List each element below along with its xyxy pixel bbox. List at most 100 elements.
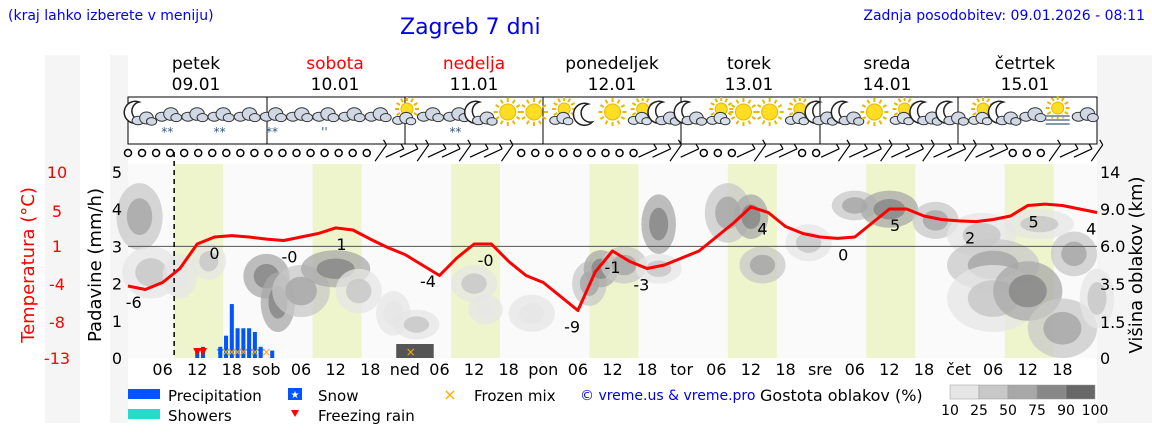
precip-tick-label: 3 xyxy=(112,237,122,256)
cloud-patch-core xyxy=(795,232,822,253)
sun-ray xyxy=(515,116,521,120)
sun-icon xyxy=(519,98,548,126)
temperature-tick-label: -13 xyxy=(44,349,70,368)
sun-ray xyxy=(882,116,888,120)
x-tick-label: 12 xyxy=(1018,360,1038,379)
calm-wind-icon xyxy=(811,148,821,158)
barb-flag xyxy=(751,143,756,150)
cloud-density-label: Gostota oblakov (%) xyxy=(760,386,923,405)
menu-note[interactable]: (kraj lahko izberete v meniju) xyxy=(8,8,214,24)
sun-icon xyxy=(755,98,784,126)
axes: 06 12 18 sob 06 12 18 ned 06 12 18 pon 06 12 18 tor 06 12… xyxy=(18,163,1147,379)
cloud-icon xyxy=(364,107,392,123)
calm-circle xyxy=(236,148,245,158)
sun-ray xyxy=(861,116,867,120)
barb-flag xyxy=(667,143,672,150)
day-date: 09.01 xyxy=(172,75,221,95)
night-cloud-icon xyxy=(463,100,498,126)
calm-wind-icon xyxy=(615,148,624,158)
sun-disc xyxy=(525,103,543,121)
temperature-tick-label: -8 xyxy=(49,313,65,332)
sun-ray xyxy=(645,98,650,103)
sun-ray xyxy=(616,99,621,104)
sun-ray xyxy=(620,116,626,120)
sun-ray xyxy=(553,112,558,116)
wind-barb-icon xyxy=(1048,139,1062,162)
cloud-icon xyxy=(1019,107,1047,123)
x-tick-label: 12 xyxy=(741,360,761,379)
temperature-label: -6 xyxy=(126,293,142,312)
barb-flag xyxy=(414,143,419,150)
calm-wind-icon xyxy=(193,148,203,158)
sun-ray xyxy=(495,116,500,120)
barb-flag xyxy=(467,139,472,146)
calm-circle xyxy=(699,148,709,158)
sun-ray xyxy=(714,98,719,103)
sun-ray xyxy=(735,120,740,125)
temperature-tick-label: 10 xyxy=(47,163,67,182)
sun-ray xyxy=(567,98,571,103)
barb-flag xyxy=(779,143,784,150)
left-gutter xyxy=(45,55,80,423)
sun-ray xyxy=(604,120,609,125)
sun-ray xyxy=(604,99,609,104)
sun-ray xyxy=(893,112,899,116)
calm-circle xyxy=(797,148,807,158)
day-name: sreda xyxy=(863,54,910,74)
wind-barb-icon xyxy=(989,143,1009,158)
x-tick-label: 12 xyxy=(879,360,899,379)
x-tick-label: čet xyxy=(946,360,971,379)
calm-circle xyxy=(559,148,568,158)
sun-icon xyxy=(598,98,627,126)
sun-ray xyxy=(521,116,526,120)
snow-indicator: ** xyxy=(161,125,173,139)
calm-circle xyxy=(531,148,540,158)
cloud-patch-core xyxy=(649,207,669,241)
legend-swatch xyxy=(128,389,160,399)
x-tick-label: 18 xyxy=(498,360,518,379)
sun-ray xyxy=(878,99,883,104)
barb-shaft xyxy=(989,148,1009,158)
left-margin xyxy=(110,55,128,423)
credit-link[interactable]: © vreme.us & vreme.pro xyxy=(580,388,756,404)
legend-swatch xyxy=(128,409,160,419)
temperature-label: -3 xyxy=(633,276,649,295)
cloud-puff xyxy=(379,113,392,123)
wind-barb-icon xyxy=(399,143,419,158)
temperature-label: 0 xyxy=(209,244,219,263)
page-title: Zagreb 7 dni xyxy=(400,15,541,40)
cloud-snow-icon xyxy=(181,107,209,123)
barb-shaft xyxy=(933,148,952,158)
precip-bar xyxy=(247,328,252,358)
calm-wind-icon xyxy=(545,148,554,158)
calm-circle xyxy=(587,148,596,158)
cloud-patch-core xyxy=(170,263,190,289)
daylight-band xyxy=(451,164,501,358)
sun-ray xyxy=(773,99,778,104)
legend-precipitation: Precipitation xyxy=(128,387,262,405)
calm-circle xyxy=(348,148,357,158)
precip-tick-label: 1 xyxy=(112,312,122,331)
night-cloud-icon xyxy=(804,100,839,126)
barb-shaft xyxy=(483,148,503,158)
sun-ray xyxy=(757,104,762,108)
barb-shaft xyxy=(736,148,756,158)
cloud-patch-core xyxy=(1020,215,1059,233)
wind-barb-icon xyxy=(385,143,405,158)
calm-circle xyxy=(334,148,343,158)
cloud-patch-core xyxy=(135,258,167,287)
barb-shaft xyxy=(652,148,671,158)
sun-ray xyxy=(553,102,558,106)
calm-circle xyxy=(713,148,723,158)
wind-barb-icon xyxy=(848,143,868,158)
legend-label: Precipitation xyxy=(168,387,262,405)
snow-marker: ★ xyxy=(245,346,254,357)
wind-barb-icon xyxy=(891,143,910,158)
calm-wind-icon xyxy=(699,148,709,158)
cloud-puff xyxy=(222,113,235,123)
barb-shaft xyxy=(975,148,994,158)
wind-barb-icon xyxy=(427,143,447,158)
cloud-puff xyxy=(1010,117,1022,126)
calm-circle xyxy=(306,148,315,158)
barb-flag xyxy=(835,143,840,150)
